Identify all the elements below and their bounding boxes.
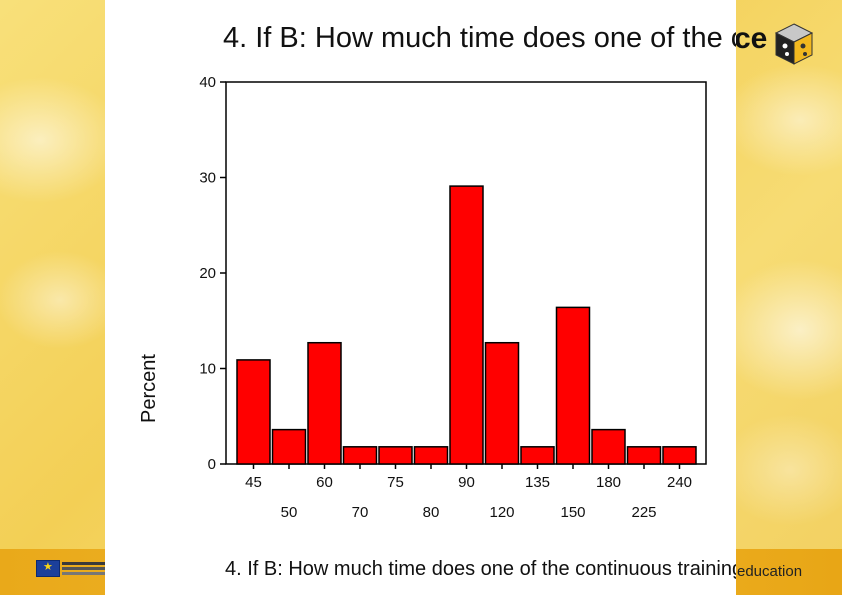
bar-180 — [591, 428, 626, 465]
dice-cube-icon — [774, 23, 814, 65]
x-tick-label: 90 — [458, 474, 475, 491]
bar-225 — [626, 446, 662, 465]
slide-title: 4. If B: How much time does one of the c… — [223, 22, 736, 54]
bar-50 — [271, 428, 307, 465]
y-tick-label: 0 — [208, 456, 216, 473]
x-tick-label: 70 — [352, 504, 369, 521]
x-tick-label: 50 — [281, 504, 298, 521]
eu-flag-icon — [36, 560, 60, 577]
eu-lifelong-learning-logo-icon — [30, 556, 110, 586]
bar-45 — [236, 359, 271, 465]
bar-80 — [413, 446, 449, 465]
x-tick-label: 225 — [631, 504, 656, 521]
x-tick-label: 60 — [316, 474, 333, 491]
bar-240 — [662, 446, 697, 465]
x-tick-label: 75 — [387, 474, 404, 491]
chart-caption: 4. If B: How much time does one of the c… — [225, 558, 736, 580]
y-tick-label: 40 — [199, 74, 216, 91]
x-tick-label: 80 — [423, 504, 440, 521]
x-tick-label: 180 — [596, 474, 621, 491]
bar-60 — [307, 341, 342, 465]
x-tick-label: 150 — [560, 504, 585, 521]
brand-logo-text: ce — [734, 22, 768, 55]
x-tick-label: 120 — [489, 504, 514, 521]
x-tick-label: 135 — [525, 474, 550, 491]
bar-150 — [555, 306, 591, 465]
y-tick-label: 30 — [199, 170, 216, 187]
bar-75 — [378, 446, 413, 465]
bar-90 — [449, 185, 484, 465]
bar-70 — [342, 446, 378, 465]
bar-135 — [520, 446, 555, 465]
y-tick-label: 20 — [199, 265, 216, 282]
x-tick-label: 240 — [667, 474, 692, 491]
bar-120 — [484, 341, 520, 465]
x-tick-label: 45 — [245, 474, 262, 491]
footer-brand-text: education — [737, 563, 803, 580]
y-tick-label: 10 — [199, 361, 216, 378]
